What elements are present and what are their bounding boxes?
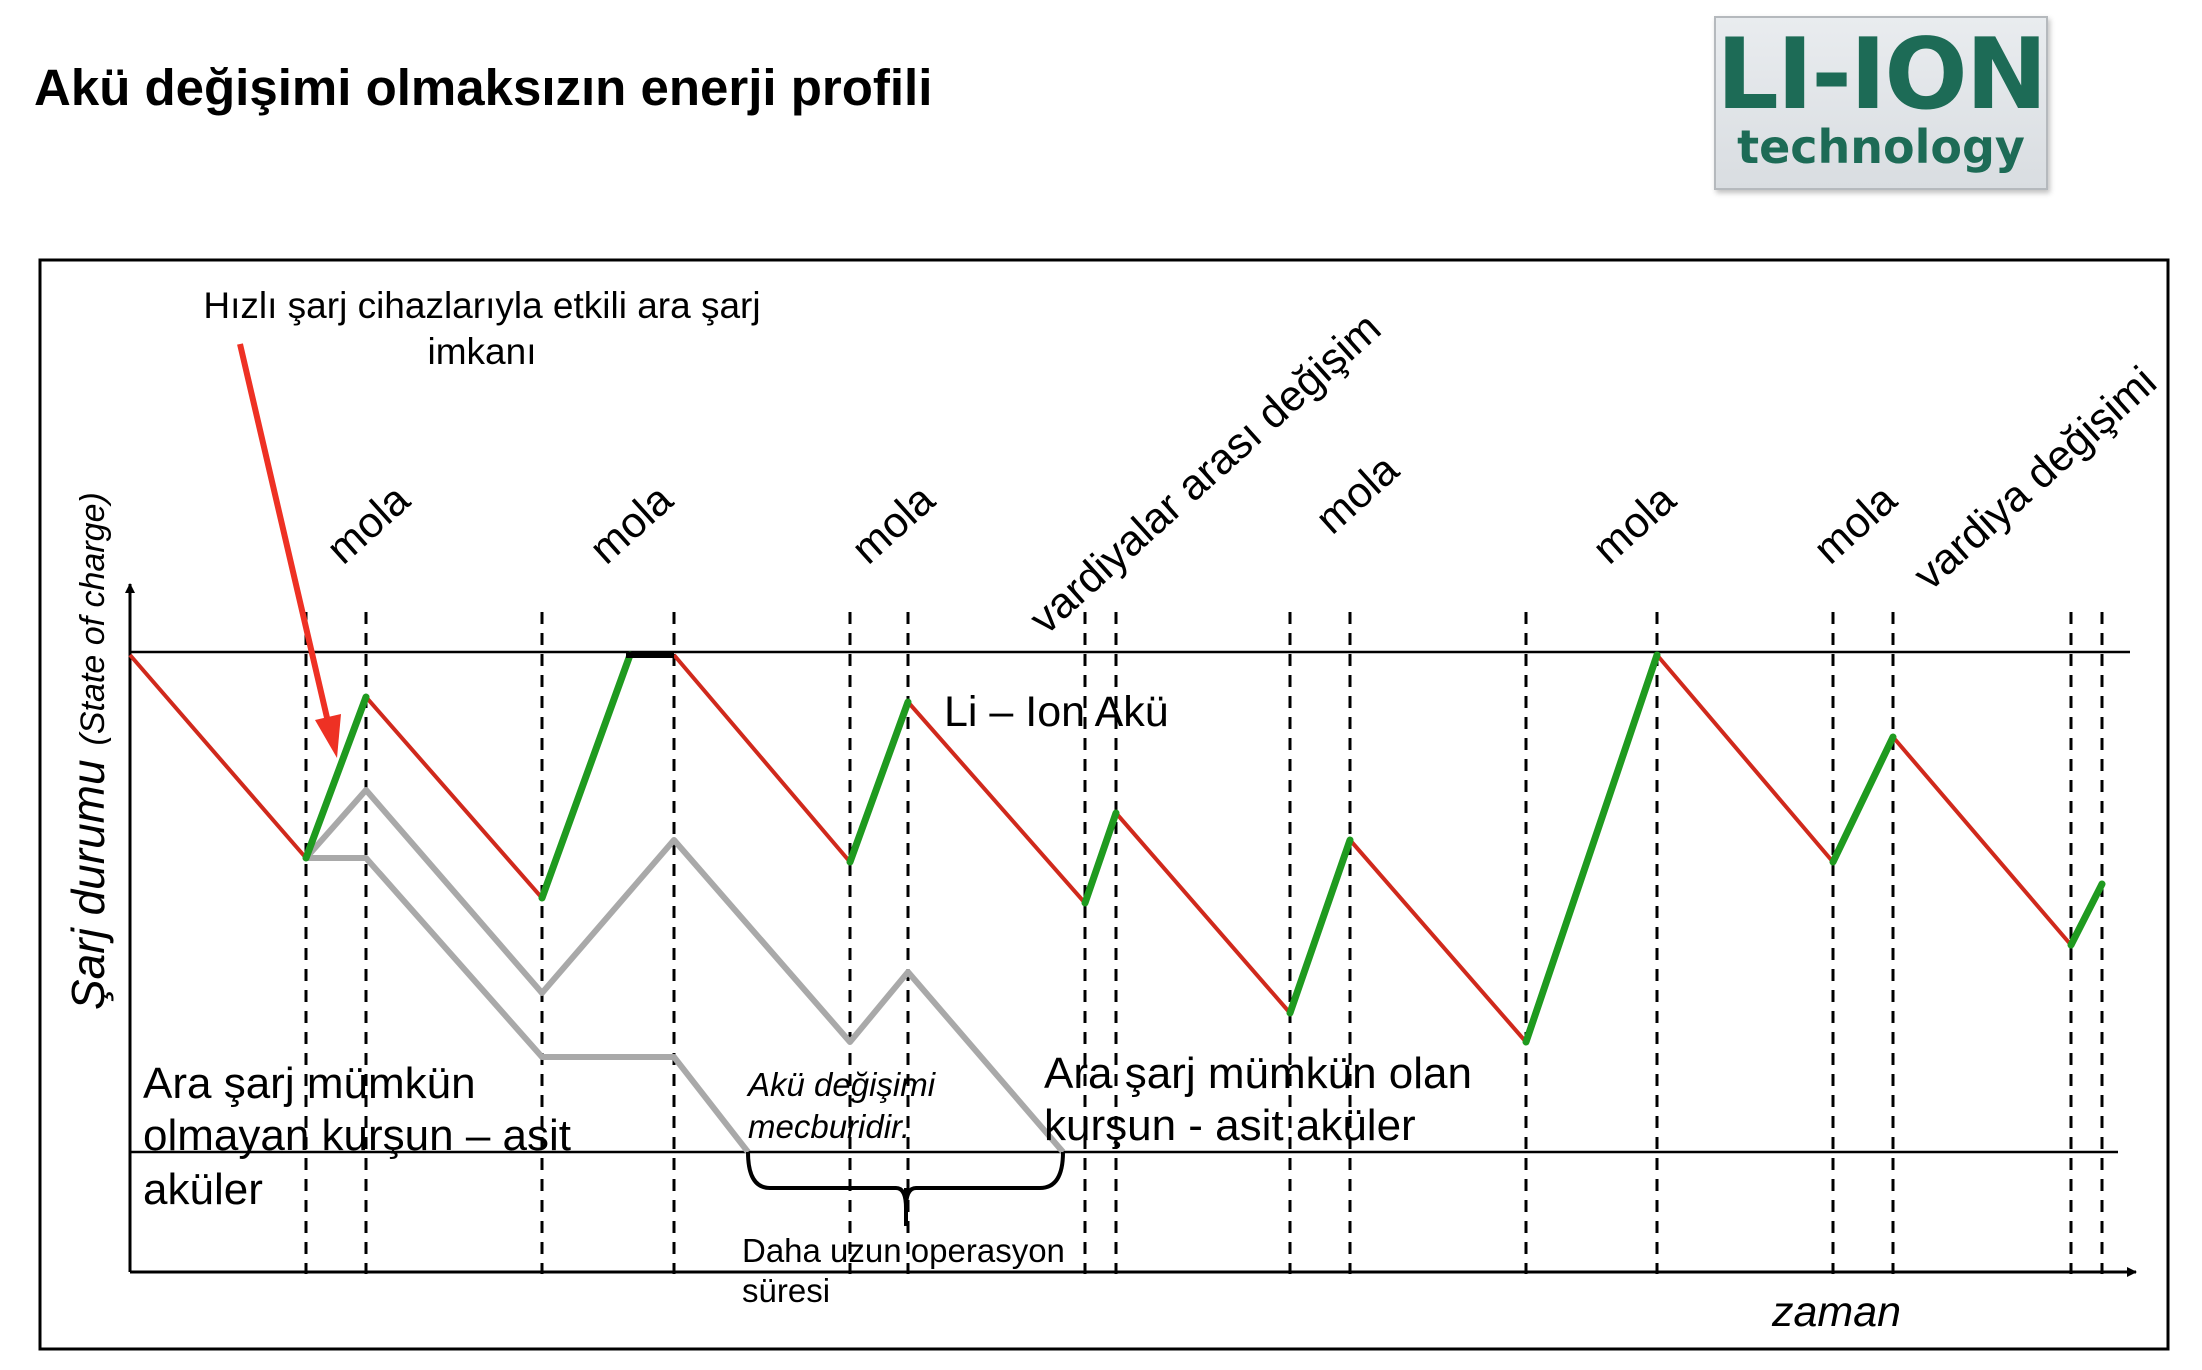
- x-axis-label: zaman: [1771, 1288, 1901, 1336]
- y-axis-label-main: Şarj durumu: [62, 759, 114, 1010]
- period-label-6: mola: [1584, 475, 1685, 573]
- period-label-2: mola: [581, 475, 682, 573]
- li-ion-technology-logo: LI-ION technology: [1714, 16, 2048, 190]
- charge-segment: [1081, 809, 1120, 907]
- discharge-segment: [906, 700, 1087, 905]
- logo-sub-text: technology: [1737, 120, 2025, 174]
- charge-segment: [1829, 733, 1897, 866]
- longer-operation-text-line2: süresi: [742, 1272, 830, 1309]
- fast-charge-arrow: [237, 343, 331, 723]
- li-ion-label: Li – Ion Akü: [944, 688, 1169, 736]
- charge-segment: [1522, 651, 1661, 1046]
- no-charge-text-line2: olmayan kurşun – asit: [143, 1111, 571, 1160]
- discharge-segment: [1348, 838, 1528, 1044]
- with-charge-text-line2: kurşun - asit aküler: [1044, 1101, 1416, 1150]
- period-label-7: mola: [1805, 475, 1906, 573]
- charge-segment: [1286, 836, 1354, 1017]
- discharge-segment: [1891, 735, 2073, 947]
- discharge-segment: [1114, 811, 1292, 1015]
- period-dividers: [304, 612, 2104, 1274]
- period-label-5: mola: [1307, 445, 1408, 543]
- with-charge-text-line1: Ara şarj mümkün olan: [1044, 1049, 1472, 1098]
- charge-segment: [846, 698, 912, 866]
- period-label-4: vardiyalar arası değişim: [1021, 304, 1391, 643]
- battery-change-text-line2: mecburidir.: [748, 1108, 910, 1145]
- longer-operation-text-line1: Daha uzun operasyon: [742, 1232, 1065, 1269]
- li-ion-charge-segments: [302, 651, 2106, 1046]
- period-label-3: mola: [843, 475, 944, 573]
- discharge-segment: [672, 653, 852, 864]
- period-label-8: vardiya değişimi: [1905, 357, 2166, 599]
- charge-segment: [538, 651, 634, 902]
- discharge-segment: [1655, 653, 1835, 864]
- y-axis-label: Şarj durumu (State of charge): [62, 492, 114, 1010]
- fast-charge-arrowhead: [315, 714, 341, 758]
- discharge-segment: [128, 653, 308, 860]
- charge-segment: [302, 693, 370, 862]
- no-charge-text-line1: Ara şarj mümkün: [143, 1059, 476, 1108]
- lead-acid-without-charge-curve: [306, 855, 751, 1154]
- logo-main-text: LI-ION: [1716, 18, 2047, 132]
- lead-acid-with-charge-curve: [303, 787, 1066, 1154]
- li-ion-discharge-segments: [128, 653, 2073, 1044]
- period-label-1: mola: [318, 475, 419, 573]
- discharge-segment: [364, 695, 544, 900]
- no-charge-text-line3: aküler: [143, 1165, 263, 1214]
- fast-charge-text-line2: imkanı: [428, 331, 537, 372]
- diagram-frame: [38, 258, 2170, 1351]
- fast-charge-text-line1: Hızlı şarj cihazlarıyla etkili ara şarj: [203, 285, 760, 326]
- y-axis-label-sub: (State of charge): [74, 492, 112, 745]
- charge-segment: [2067, 880, 2106, 949]
- battery-change-text-line1: Akü değişimi: [746, 1066, 937, 1103]
- page-title: Akü değişimi olmaksızın enerji profili: [34, 59, 933, 116]
